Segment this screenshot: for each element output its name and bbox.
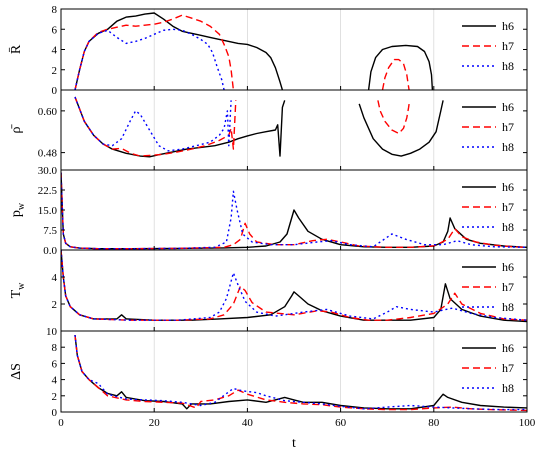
series-line-h6: [61, 250, 527, 323]
y-axis-title: Tw: [9, 282, 27, 299]
x-tick-label: 20: [149, 417, 161, 429]
y-axis-title: ρ̄: [9, 124, 24, 134]
x-tick-label: 0: [58, 417, 64, 429]
legend: h6 h7 h8: [462, 180, 514, 234]
legend-label-h8: h8: [502, 300, 514, 314]
series-line-h7: [61, 250, 527, 321]
series-line-h6: [61, 172, 527, 250]
panel-frame: [60, 8, 528, 91]
y-tick-label: 2: [52, 299, 58, 311]
y-tick-label: 0: [52, 85, 58, 97]
x-tick-label: 60: [335, 417, 347, 429]
legend-label-h6: h6: [502, 341, 514, 355]
panel-frame: [60, 89, 528, 171]
y-axis-title: ΔS: [9, 363, 24, 380]
series-line-h6: [74, 335, 527, 410]
series-line-h6: [74, 12, 284, 90]
y-tick-label: 2: [52, 391, 58, 403]
series-line-h7: [381, 58, 410, 90]
series-line-h6: [74, 96, 286, 158]
x-tick-label: 100: [519, 417, 536, 429]
legend: h6 h7 h8: [462, 19, 514, 73]
y-tick-label: 22.5: [38, 185, 58, 197]
y-tick-label: 0.60: [38, 106, 58, 118]
series-line-h7: [377, 100, 411, 135]
panel-3: 0.0 7.5 15.0 22.5 30.0 pw h6 h7 h8: [9, 165, 528, 257]
legend-label-h7: h7: [502, 361, 514, 375]
legend-label-h8: h8: [502, 220, 514, 234]
y-tick-label: 8: [52, 4, 58, 16]
series-line-h8: [74, 28, 225, 90]
legend-label-h8: h8: [502, 59, 514, 73]
y-tick-label: 0: [52, 407, 58, 419]
legend: h6 h7 h8: [462, 341, 514, 395]
x-tick-label: 80: [428, 417, 440, 429]
x-tick-label: 40: [242, 417, 254, 429]
panel-4: 2 4 Tw h6 h7 h8: [9, 249, 528, 332]
legend: h6 h7 h8: [462, 260, 514, 314]
legend-label-h6: h6: [502, 19, 514, 33]
legend-label-h7: h7: [502, 280, 514, 294]
series-line-h7: [74, 96, 237, 157]
legend: h6 h7 h8: [462, 100, 514, 154]
y-tick-label: 8: [52, 342, 58, 354]
y-axis-title: pw: [9, 202, 27, 217]
series-line-h7: [74, 14, 235, 90]
x-axis-title: t: [292, 436, 296, 451]
legend-label-h8: h8: [502, 140, 514, 154]
panel-1: 0 2 4 6 8 R̄ h6 h7 h8: [8, 4, 528, 97]
y-tick-label: 6: [52, 24, 58, 36]
y-tick-label: 4: [52, 375, 58, 387]
panel-2: 0.48 0.60 ρ̄ h6 h7 h8: [9, 89, 528, 171]
legend-label-h6: h6: [502, 100, 514, 114]
series-line-h8: [61, 172, 527, 250]
y-tick-label: 0.48: [38, 148, 58, 160]
y-tick-label: 0.0: [43, 245, 57, 257]
y-tick-label: 6: [52, 358, 58, 370]
panel-frame: [60, 330, 528, 413]
legend-label-h7: h7: [502, 120, 514, 134]
series-line-h6: [367, 44, 434, 90]
y-tick-label: 4: [52, 45, 58, 57]
panel-5: 0 2 4 6 8 10 ΔS h6 h7 h8: [9, 326, 528, 419]
y-tick-label: 15.0: [38, 205, 58, 217]
series-line-h8: [61, 250, 527, 321]
y-tick-label: 7.5: [43, 225, 57, 237]
y-tick-label: 30.0: [38, 165, 58, 177]
legend-label-h8: h8: [502, 381, 514, 395]
y-tick-label: 10: [46, 326, 58, 338]
series-line-h8: [74, 335, 527, 411]
y-tick-label: 4: [52, 272, 58, 284]
y-tick-label: 2: [52, 65, 58, 77]
legend-label-h7: h7: [502, 39, 514, 53]
legend-label-h6: h6: [502, 260, 514, 274]
y-axis-title: R̄: [8, 44, 24, 54]
series-line-h7: [74, 335, 527, 412]
legend-label-h7: h7: [502, 200, 514, 214]
legend-label-h6: h6: [502, 180, 514, 194]
series-line-h6: [358, 100, 444, 157]
series-line-h8: [74, 96, 232, 152]
